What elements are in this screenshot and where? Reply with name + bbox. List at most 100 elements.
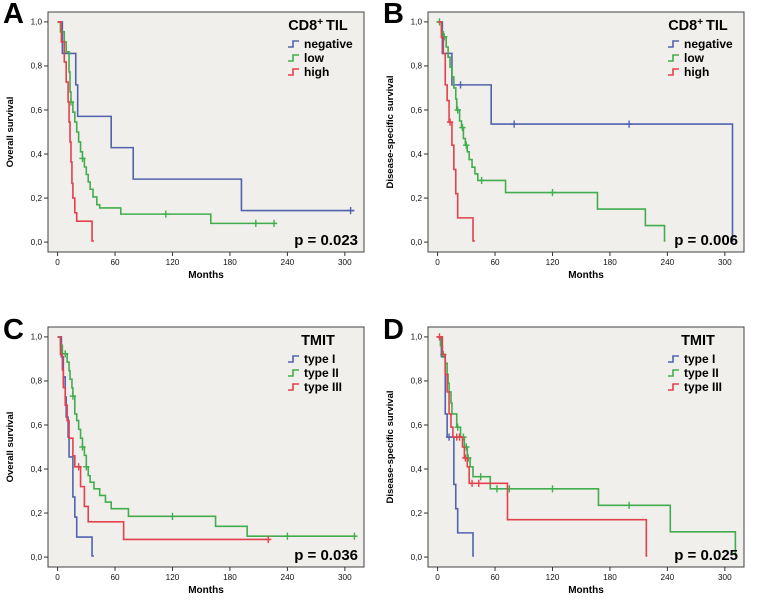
panel-a: A 0,0 0,2 0,4 0,6 0,8 1,0 0 60 120 180 240 300 Month… [0,0,380,300]
x-tick-label: 0 [435,573,440,582]
x-axis-title: Months [568,270,604,281]
km-curve-low [57,21,277,225]
x-tick-label: 120 [546,258,560,267]
panel-c: C 0,0 0,2 0,4 0,6 0,8 1,0 0 60 120 180 240 300 Month… [0,300,380,603]
p-value-label: p = 0.025 [674,547,738,564]
y-axis-title: Disease-specific survival [385,75,396,188]
legend-line-icon [668,355,679,363]
legend-line-icon [288,68,299,76]
legend-entry-type-I: type I [288,352,335,366]
legend-label: type I [684,352,715,366]
km-curve-type-III [57,336,271,541]
legend-entry-type-II: type II [288,366,339,380]
legend-line-icon [668,54,679,62]
y-tick-label: 0,4 [31,150,43,159]
y-tick-label: 0,4 [411,150,423,159]
plot-area [427,11,745,253]
y-axis-title: Disease-specific survival [385,390,396,503]
legend-entry-type-III: type III [668,380,722,394]
y-tick-label: 0,0 [31,553,43,562]
y-tick-label: 0,6 [31,421,43,430]
y-tick-label: 0,0 [411,238,423,247]
y-tick-label: 0,4 [31,465,43,474]
y-tick-label: 0,8 [31,62,43,71]
y-tick-label: 0,6 [31,106,43,115]
x-axis-title: Months [188,270,224,281]
plot-area [47,326,365,568]
legend-label: type II [684,366,719,380]
y-tick-label: 0,2 [31,509,43,518]
legend-entry-type-I: type I [668,352,715,366]
y-axis-title: Overall survival [5,412,16,483]
legend-label: type III [684,380,722,394]
legend-label: high [304,65,329,79]
legend-label: low [304,51,325,65]
x-tick-label: 0 [55,258,60,267]
x-tick-label: 240 [661,573,675,582]
legend-entry-low: low [288,51,325,65]
legend-label: negative [304,37,353,51]
x-tick-label: 300 [718,258,732,267]
p-value-label: p = 0.006 [674,232,738,249]
y-tick-label: 0,8 [31,377,43,386]
legend-title: TMIT [681,333,715,349]
y-tick-label: 0,8 [411,62,423,71]
legend-entry-high: high [288,65,329,79]
panel-c-letter: C [3,314,24,346]
y-tick-label: 0,6 [411,421,423,430]
km-plot-d: 0,0 0,2 0,4 0,6 0,8 1,0 0 60 120 180 240 300 Months D… [385,326,745,596]
y-tick-label: 1,0 [31,18,43,27]
x-axis-title: Months [568,585,604,596]
x-tick-label: 180 [603,573,617,582]
y-tick-label: 0,0 [31,238,43,247]
legend-title: CD8+ TIL [288,17,348,34]
legend-entry-low: low [668,51,705,65]
panel-b-letter: B [383,0,404,30]
y-axis-title: Overall survival [5,97,16,168]
y-tick-label: 0,2 [411,509,423,518]
y-tick-label: 1,0 [411,18,423,27]
legend-entry-type-III: type III [288,380,342,394]
plot-area [47,11,365,253]
y-tick-label: 0,4 [411,465,423,474]
x-tick-label: 120 [546,573,560,582]
legend-entry-high: high [668,65,709,79]
y-tick-label: 0,0 [411,553,423,562]
legend-title: CD8+ TIL [668,17,728,34]
legend-title: TMIT [301,333,335,349]
p-value-label: p = 0.036 [294,547,358,564]
p-value-label: p = 0.023 [294,232,358,249]
x-tick-label: 240 [281,258,295,267]
x-tick-label: 180 [223,573,237,582]
x-tick-label: 0 [435,258,440,267]
x-tick-label: 0 [55,573,60,582]
legend-line-icon [288,54,299,62]
legend-label: type I [304,352,335,366]
legend-label: high [684,65,709,79]
legend-line-icon [668,383,679,391]
x-axis-title: Months [188,585,224,596]
legend-line-icon [288,355,299,363]
panel-b: B 0,0 0,2 0,4 0,6 0,8 1,0 0 60 120 180 240 300 Month… [380,0,760,300]
legend-line-icon [288,383,299,391]
y-tick-label: 0,6 [411,106,423,115]
x-tick-label: 180 [223,258,237,267]
y-tick-label: 0,2 [411,194,423,203]
legend-entry-negative: negative [668,37,733,51]
y-tick-label: 1,0 [31,333,43,342]
y-tick-label: 0,8 [411,377,423,386]
y-tick-label: 1,0 [411,333,423,342]
legend-label: type II [304,366,339,380]
panel-a-letter: A [3,0,24,30]
panel-d: D 0,0 0,2 0,4 0,6 0,8 1,0 0 60 120 180 240 300 Month… [380,300,760,603]
legend-line-icon [668,40,679,48]
km-curve-type-II [57,336,357,537]
x-tick-label: 60 [490,573,500,582]
x-tick-label: 300 [338,573,352,582]
km-curve-high [57,21,94,242]
legend-line-icon [288,369,299,377]
km-plot-a: 0,0 0,2 0,4 0,6 0,8 1,0 0 60 120 180 240 300 Months O… [5,11,365,281]
x-tick-label: 180 [603,258,617,267]
panel-d-letter: D [383,314,404,346]
